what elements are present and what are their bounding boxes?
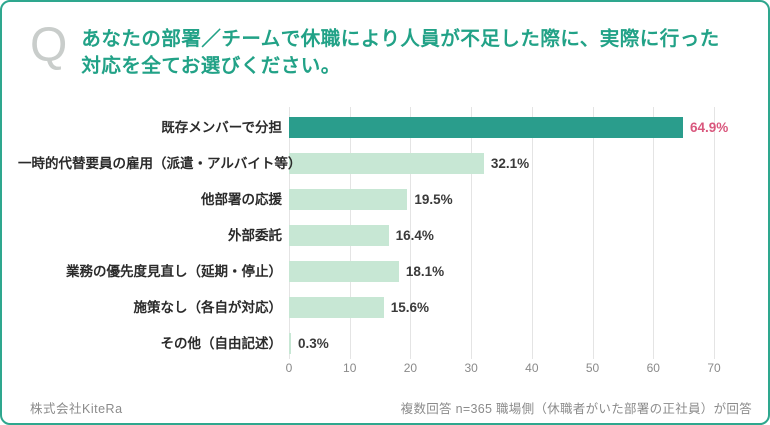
bar-value-label-2: 19.5% — [414, 191, 453, 207]
gridline-x-20 — [410, 107, 412, 359]
bar-1 — [289, 152, 484, 174]
question-title: あなたの部署／チームで休職により人員が不足した際に、実際に行った 対応を全てお選… — [81, 26, 719, 80]
category-label-4: 業務の優先度見直し（延期・停止） — [66, 263, 282, 279]
bar-0 — [289, 116, 684, 138]
bar-5 — [289, 296, 384, 318]
category-label-0: 既存メンバーで分担 — [161, 119, 282, 135]
question-title-line2: 対応を全てお選びください。 — [81, 55, 341, 77]
gridline-x-30 — [471, 107, 473, 359]
category-label-5: 施策なし（各自が対応） — [133, 299, 283, 315]
bar-value-label-1: 32.1% — [490, 155, 530, 171]
category-label-1: 一時的代替要員の雇用（派遣・アルバイト等） — [18, 155, 302, 171]
x-tick-label-50: 50 — [585, 361, 600, 375]
gridline-x-70 — [714, 107, 715, 359]
x-tick-label-70: 70 — [707, 361, 721, 375]
x-tick-label-20: 20 — [403, 361, 418, 375]
question-title-line1: あなたの部署／チームで休職により人員が不足した際に、実際に行った — [81, 28, 720, 50]
gridline-x-40 — [531, 107, 533, 359]
company-credit: 株式会社KiteRa — [30, 402, 123, 416]
gridline-x-60 — [653, 107, 655, 359]
bar-value-label-4: 18.1% — [405, 263, 445, 279]
x-tick-label-60: 60 — [646, 361, 660, 375]
category-label-6: その他（自由記述） — [160, 335, 283, 351]
bar-value-label-3: 16.4% — [395, 227, 434, 243]
bar-chart-plot-area: 0 10 20 30 40 50 60 70 64.9% 32.1% 19.5% 16.4% 18.1%… — [286, 107, 735, 375]
bar-3 — [289, 224, 389, 246]
bar-4 — [289, 260, 399, 282]
category-label-3: 外部委託 — [228, 227, 282, 243]
bar-value-label-0: 64.9% — [690, 119, 729, 135]
survey-note: 複数回答 n=365 職場側（休職者がいた部署の正社員）が回答 — [400, 402, 752, 416]
question-mark-icon: Q — [30, 19, 68, 72]
x-tick-label-10: 10 — [343, 361, 357, 375]
x-tick-label-30: 30 — [464, 361, 478, 375]
gridline-x-50 — [592, 107, 594, 359]
bar-value-label-5: 15.6% — [390, 299, 429, 315]
x-tick-label-0: 0 — [285, 361, 293, 375]
bar-2 — [289, 188, 408, 210]
bar-6 — [289, 332, 291, 354]
x-tick-label-40: 40 — [525, 361, 539, 375]
question-header: Q あなたの部署／チームで休職により人員が不足した際に、実際に行った 対応を全て… — [30, 20, 720, 80]
bar-value-label-6: 0.3% — [298, 335, 329, 351]
category-label-2: 他部署の応援 — [201, 191, 282, 207]
